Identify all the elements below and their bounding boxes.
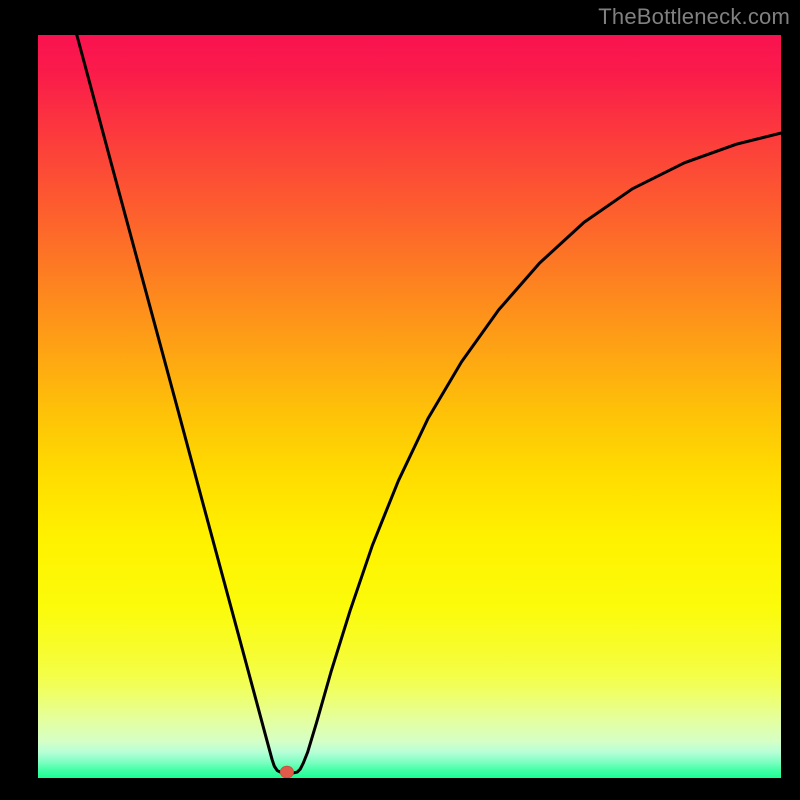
optimum-marker: [280, 766, 293, 778]
watermark-text: TheBottleneck.com: [598, 4, 790, 30]
plot-area: [38, 35, 781, 778]
gradient-background: [38, 35, 781, 778]
figure-frame: TheBottleneck.com: [0, 0, 800, 800]
chart-svg: [38, 35, 781, 778]
